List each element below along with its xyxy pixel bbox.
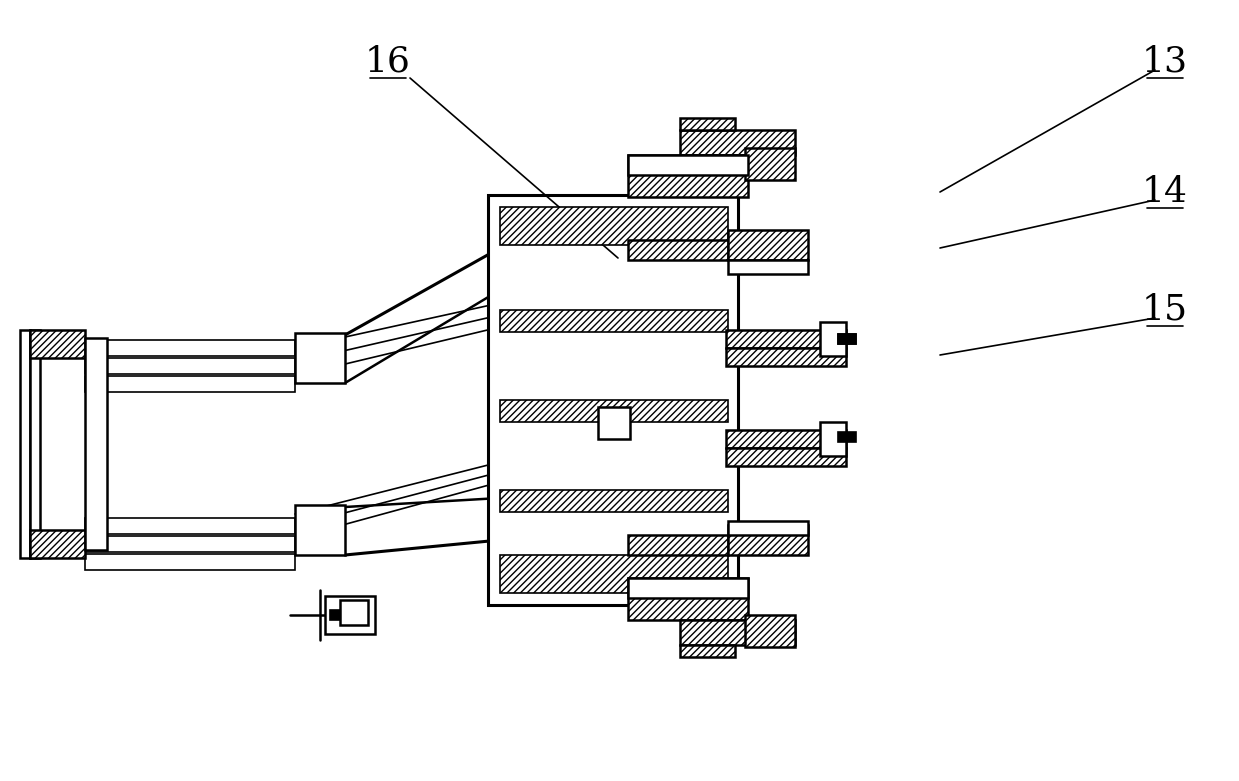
Text: 14: 14 (1142, 175, 1188, 209)
Bar (729, 525, 808, 555)
Bar (729, 521, 808, 535)
Bar (820, 422, 846, 456)
Bar (726, 330, 846, 348)
Bar (628, 535, 729, 555)
Bar (85, 340, 295, 356)
Bar (729, 230, 808, 260)
Bar (501, 400, 729, 422)
Bar (726, 448, 846, 466)
Bar (680, 645, 735, 657)
Bar (325, 596, 375, 634)
Bar (330, 610, 339, 620)
Bar (501, 490, 729, 512)
Bar (488, 195, 738, 605)
Bar (30, 330, 40, 558)
Bar (598, 407, 629, 439)
Bar (295, 505, 344, 555)
Bar (729, 260, 808, 274)
Bar (339, 600, 368, 625)
Bar (501, 310, 729, 332)
Bar (20, 330, 30, 558)
Bar (85, 358, 295, 374)
Bar (85, 518, 295, 534)
Bar (628, 240, 729, 260)
Bar (628, 578, 748, 598)
Bar (85, 536, 295, 552)
Bar (30, 330, 85, 358)
Bar (838, 334, 856, 344)
Bar (295, 333, 344, 383)
Bar (680, 118, 735, 130)
Bar (628, 155, 748, 175)
Bar (838, 432, 856, 442)
Bar (628, 155, 748, 197)
Text: 13: 13 (1142, 45, 1188, 79)
Bar (85, 338, 107, 550)
Bar (838, 334, 856, 344)
Bar (501, 207, 729, 245)
Bar (745, 615, 795, 647)
Bar (85, 376, 295, 392)
Bar (30, 530, 85, 558)
Bar (501, 207, 729, 593)
Bar (680, 155, 745, 173)
Bar (726, 348, 846, 366)
Bar (680, 130, 795, 155)
Bar (501, 555, 729, 593)
Bar (680, 620, 795, 645)
Bar (726, 430, 846, 448)
Bar (628, 578, 748, 620)
Text: 15: 15 (1142, 293, 1188, 327)
Bar (745, 148, 795, 180)
Bar (85, 554, 295, 570)
Bar (820, 322, 846, 356)
Text: 16: 16 (366, 45, 411, 79)
